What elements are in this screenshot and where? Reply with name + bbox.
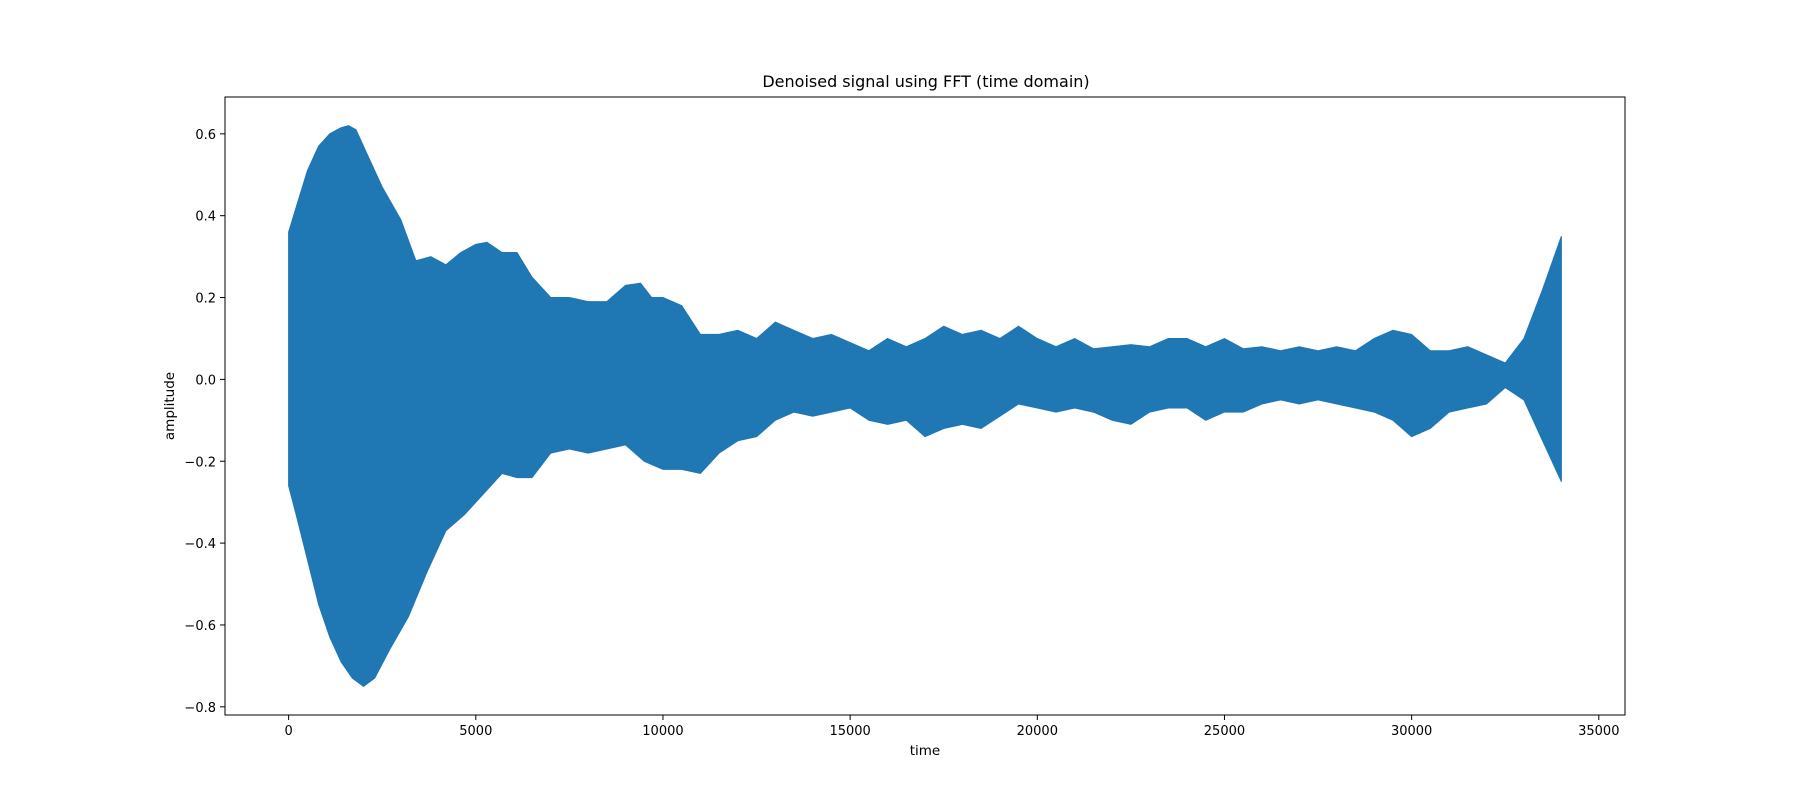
y-tick-label: 0.0 xyxy=(195,373,216,388)
y-tick-label: −0.4 xyxy=(184,537,216,552)
x-tick-label: 35000 xyxy=(1578,724,1619,739)
x-axis: 0 5000 10000 15000 20000 25000 30000 35000 xyxy=(284,715,1619,739)
x-axis-title: time xyxy=(910,743,941,759)
x-tick-label: 0 xyxy=(284,724,292,739)
y-tick-label: 0.4 xyxy=(195,210,216,225)
signal-series-0 xyxy=(288,125,1562,688)
y-tick-label: 0.2 xyxy=(195,292,216,307)
x-tick-label: 30000 xyxy=(1391,724,1432,739)
chart-title: Denoised signal using FFT (time domain) xyxy=(762,72,1089,91)
y-tick-label: −0.2 xyxy=(184,455,216,470)
plot-area xyxy=(288,125,1562,688)
y-tick-label: 0.6 xyxy=(195,128,216,143)
x-tick-label: 25000 xyxy=(1204,724,1245,739)
y-tick-label: −0.8 xyxy=(184,701,216,716)
y-axis: −0.8 −0.6 −0.4 −0.2 0.0 0.2 0.4 0.6 xyxy=(184,128,225,716)
y-tick-label: −0.6 xyxy=(184,619,216,634)
plot-frame xyxy=(224,96,1626,716)
x-tick-label: 5000 xyxy=(459,724,492,739)
x-tick-label: 20000 xyxy=(1017,724,1058,739)
y-axis-title: amplitude xyxy=(162,372,178,440)
x-tick-label: 15000 xyxy=(829,724,870,739)
x-tick-label: 10000 xyxy=(642,724,683,739)
